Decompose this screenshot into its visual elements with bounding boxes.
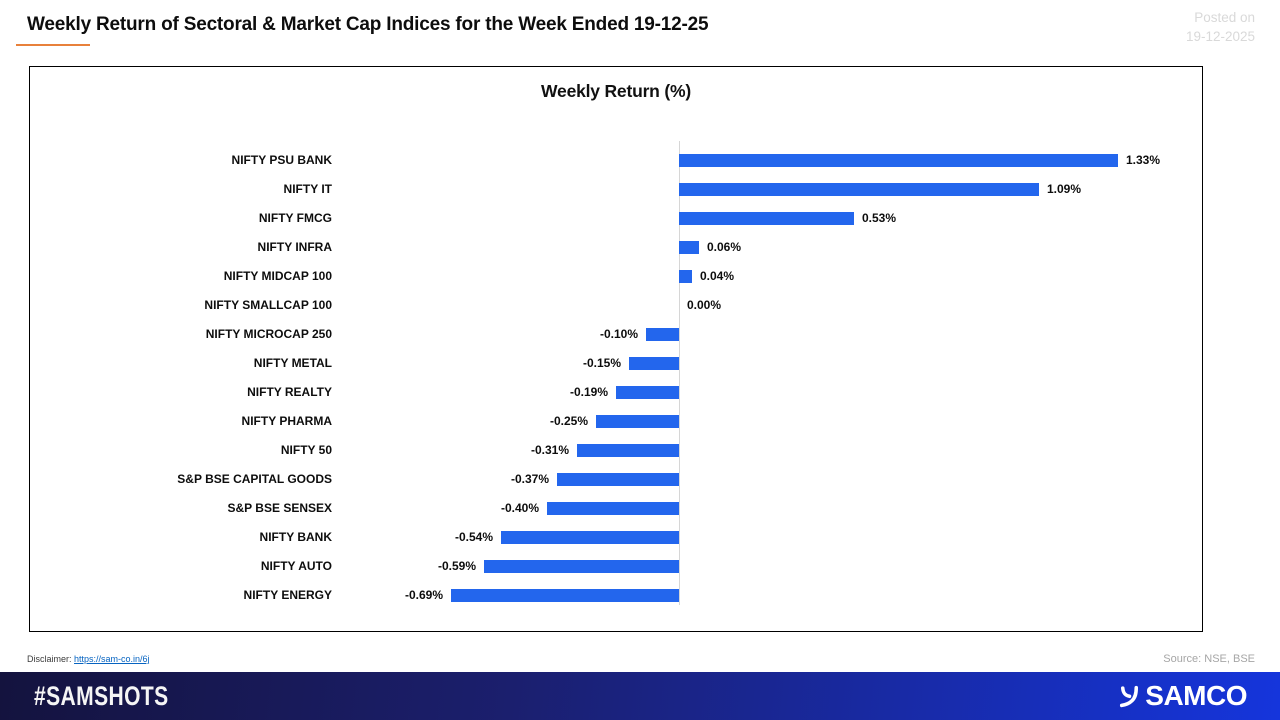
bar-row: NIFTY PHARMA -0.25% [30,407,1202,436]
category-label: NIFTY PHARMA [241,414,332,428]
samco-logo-icon [1120,685,1139,707]
posted-on-stamp: Posted on 19-12-2025 [1186,8,1255,46]
bar-value-label: -0.54% [454,530,493,544]
bar-row: S&P BSE CAPITAL GOODS -0.37% [30,465,1202,494]
bar-row: NIFTY IT 1.09% [30,175,1202,204]
disclaimer-label: Disclaimer: [27,654,72,664]
bar-row: NIFTY MICROCAP 250 -0.10% [30,320,1202,349]
chart-container: Weekly Return (%) NIFTY PSU BANK 1.33% NIF… [29,66,1203,632]
posted-on-date: 19-12-2025 [1185,29,1255,44]
bar-value-label: 0.06% [707,240,742,254]
page-title: Weekly Return of Sectoral & Market Cap I… [27,14,709,35]
bar-row: NIFTY SMALLCAP 100 0.00% [30,291,1202,320]
bar-value-label: -0.31% [530,443,569,457]
chart-title: Weekly Return (%) [541,81,691,101]
category-label: NIFTY FMCG [258,211,332,225]
bar-value-label: -0.19% [569,385,608,399]
category-label: NIFTY INFRA [257,240,332,254]
bar [679,183,1039,196]
bar [451,589,679,602]
bar-row: NIFTY METAL -0.15% [30,349,1202,378]
bar [646,328,679,341]
bar-row: NIFTY ENERGY -0.69% [30,581,1202,610]
disclaimer: Disclaimer: https://sam-co.in/6j [27,654,150,664]
bar [596,415,679,428]
bar [547,502,679,515]
zero-axis-line [679,141,680,605]
footer-brand-bar: #SAMSHOTS SAMCO [0,672,1280,720]
bar-value-label: 0.53% [862,211,897,225]
bar-row: NIFTY 50 -0.31% [30,436,1202,465]
bar-row: NIFTY INFRA 0.06% [30,233,1202,262]
bar-row: S&P BSE SENSEX -0.40% [30,494,1202,523]
bar-value-label: 1.09% [1047,182,1082,196]
category-label: NIFTY PSU BANK [231,153,332,167]
category-label: NIFTY REALTY [247,385,332,399]
bar-value-label: 0.00% [687,298,722,312]
category-label: NIFTY ENERGY [243,588,332,602]
bar-value-label: -0.40% [500,501,539,515]
bar-value-label: -0.15% [582,356,621,370]
bar [679,270,692,283]
title-accent-underline [16,44,90,46]
bar-value-label: -0.25% [549,414,588,428]
bar [679,154,1118,167]
bar-row: NIFTY MIDCAP 100 0.04% [30,262,1202,291]
samco-logo: SAMCO [1116,680,1247,712]
bar-value-label: -0.37% [510,472,549,486]
category-label: NIFTY AUTO [260,559,332,573]
category-label: S&P BSE CAPITAL GOODS [177,472,332,486]
category-label: NIFTY 50 [280,443,332,457]
bar-row: NIFTY REALTY -0.19% [30,378,1202,407]
category-label: NIFTY BANK [259,530,332,544]
bar-row: NIFTY PSU BANK 1.33% [30,146,1202,175]
bar [577,444,679,457]
category-label: NIFTY SMALLCAP 100 [204,298,332,312]
disclaimer-link[interactable]: https://sam-co.in/6j [74,654,150,664]
bar-value-label: 1.33% [1126,153,1161,167]
posted-on-label: Posted on [1194,10,1255,25]
bar-row: NIFTY FMCG 0.53% [30,204,1202,233]
category-label: NIFTY MIDCAP 100 [223,269,332,283]
bar-value-label: -0.10% [599,327,638,341]
bar [557,473,679,486]
bar [501,531,679,544]
category-label: NIFTY METAL [253,356,332,370]
samshots-hashtag: #SAMSHOTS [34,681,169,711]
bar [679,241,699,254]
category-label: NIFTY IT [283,182,332,196]
bar-value-label: 0.04% [700,269,735,283]
bar-value-label: -0.69% [404,588,443,602]
samco-wordmark: SAMCO [1145,680,1247,711]
bar-row: NIFTY BANK -0.54% [30,523,1202,552]
bar-chart-plot-area: NIFTY PSU BANK 1.33% NIFTY IT 1.09% NIFTY FM… [30,67,1202,631]
bar-value-label: -0.59% [437,559,476,573]
bar [629,357,679,370]
source-credit: Source: NSE, BSE [1163,653,1255,665]
category-label: NIFTY MICROCAP 250 [205,327,332,341]
bar-row: NIFTY AUTO -0.59% [30,552,1202,581]
bar [616,386,679,399]
bar [679,212,854,225]
bar [484,560,679,573]
category-label: S&P BSE SENSEX [227,501,332,515]
